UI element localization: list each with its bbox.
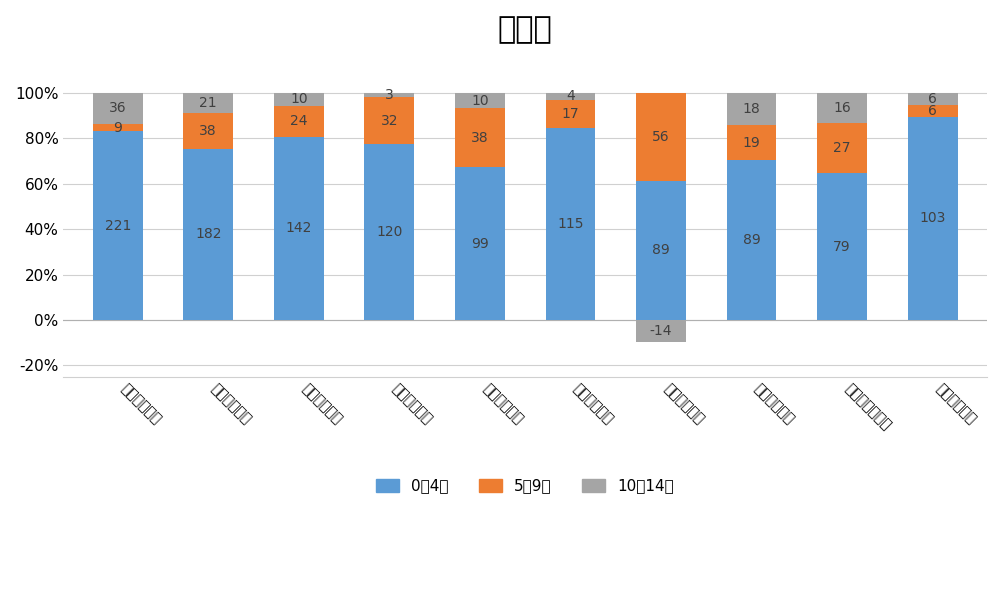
Text: 182: 182 xyxy=(195,227,221,242)
Bar xyxy=(545,128,595,320)
Title: 東海圏: 東海圏 xyxy=(498,15,552,44)
Text: 10: 10 xyxy=(471,94,489,108)
Bar xyxy=(365,144,414,320)
Bar xyxy=(274,137,324,320)
Text: 9: 9 xyxy=(113,121,122,135)
Text: 19: 19 xyxy=(742,135,761,150)
Text: 89: 89 xyxy=(652,243,670,257)
Bar xyxy=(636,320,686,342)
Text: 103: 103 xyxy=(920,211,946,226)
Text: -14: -14 xyxy=(649,324,672,338)
Bar xyxy=(726,93,777,126)
Text: 99: 99 xyxy=(471,237,489,251)
Text: 115: 115 xyxy=(557,217,584,231)
Text: 221: 221 xyxy=(104,219,131,233)
Text: 38: 38 xyxy=(471,131,489,145)
Text: 4: 4 xyxy=(566,89,575,104)
Text: 10: 10 xyxy=(290,93,308,107)
Bar xyxy=(183,148,233,320)
Text: 89: 89 xyxy=(742,233,761,247)
Bar xyxy=(636,181,686,320)
Text: 142: 142 xyxy=(286,221,312,235)
Text: 3: 3 xyxy=(385,88,394,102)
Bar xyxy=(818,173,867,320)
Text: 56: 56 xyxy=(652,130,669,144)
Text: 27: 27 xyxy=(834,141,851,155)
Bar xyxy=(636,93,686,181)
Text: 120: 120 xyxy=(376,225,403,239)
Bar xyxy=(908,116,958,320)
Bar xyxy=(93,124,142,131)
Bar xyxy=(908,93,958,105)
Bar xyxy=(183,113,233,148)
Bar xyxy=(726,159,777,320)
Bar xyxy=(818,123,867,173)
Bar xyxy=(455,109,505,167)
Text: 32: 32 xyxy=(381,114,398,128)
Text: 16: 16 xyxy=(834,101,851,115)
Bar xyxy=(726,126,777,159)
Bar xyxy=(545,100,595,128)
Text: 6: 6 xyxy=(928,92,937,106)
Text: 17: 17 xyxy=(562,107,579,121)
Text: 18: 18 xyxy=(742,102,761,116)
Bar xyxy=(455,167,505,320)
Legend: 0〜4歳, 5〜9歳, 10〜14歳: 0〜4歳, 5〜9歳, 10〜14歳 xyxy=(370,473,680,500)
Text: 24: 24 xyxy=(290,115,308,128)
Text: 21: 21 xyxy=(199,96,217,110)
Bar xyxy=(274,106,324,137)
Text: 6: 6 xyxy=(928,104,937,118)
Bar xyxy=(365,97,414,144)
Bar xyxy=(93,131,142,320)
Bar xyxy=(93,93,142,124)
Text: 79: 79 xyxy=(834,240,851,254)
Bar xyxy=(274,93,324,106)
Text: 38: 38 xyxy=(199,124,217,138)
Bar xyxy=(455,93,505,109)
Bar xyxy=(365,93,414,97)
Bar xyxy=(545,93,595,100)
Bar xyxy=(818,93,867,123)
Bar xyxy=(183,93,233,113)
Bar xyxy=(908,105,958,116)
Text: 36: 36 xyxy=(109,101,126,115)
